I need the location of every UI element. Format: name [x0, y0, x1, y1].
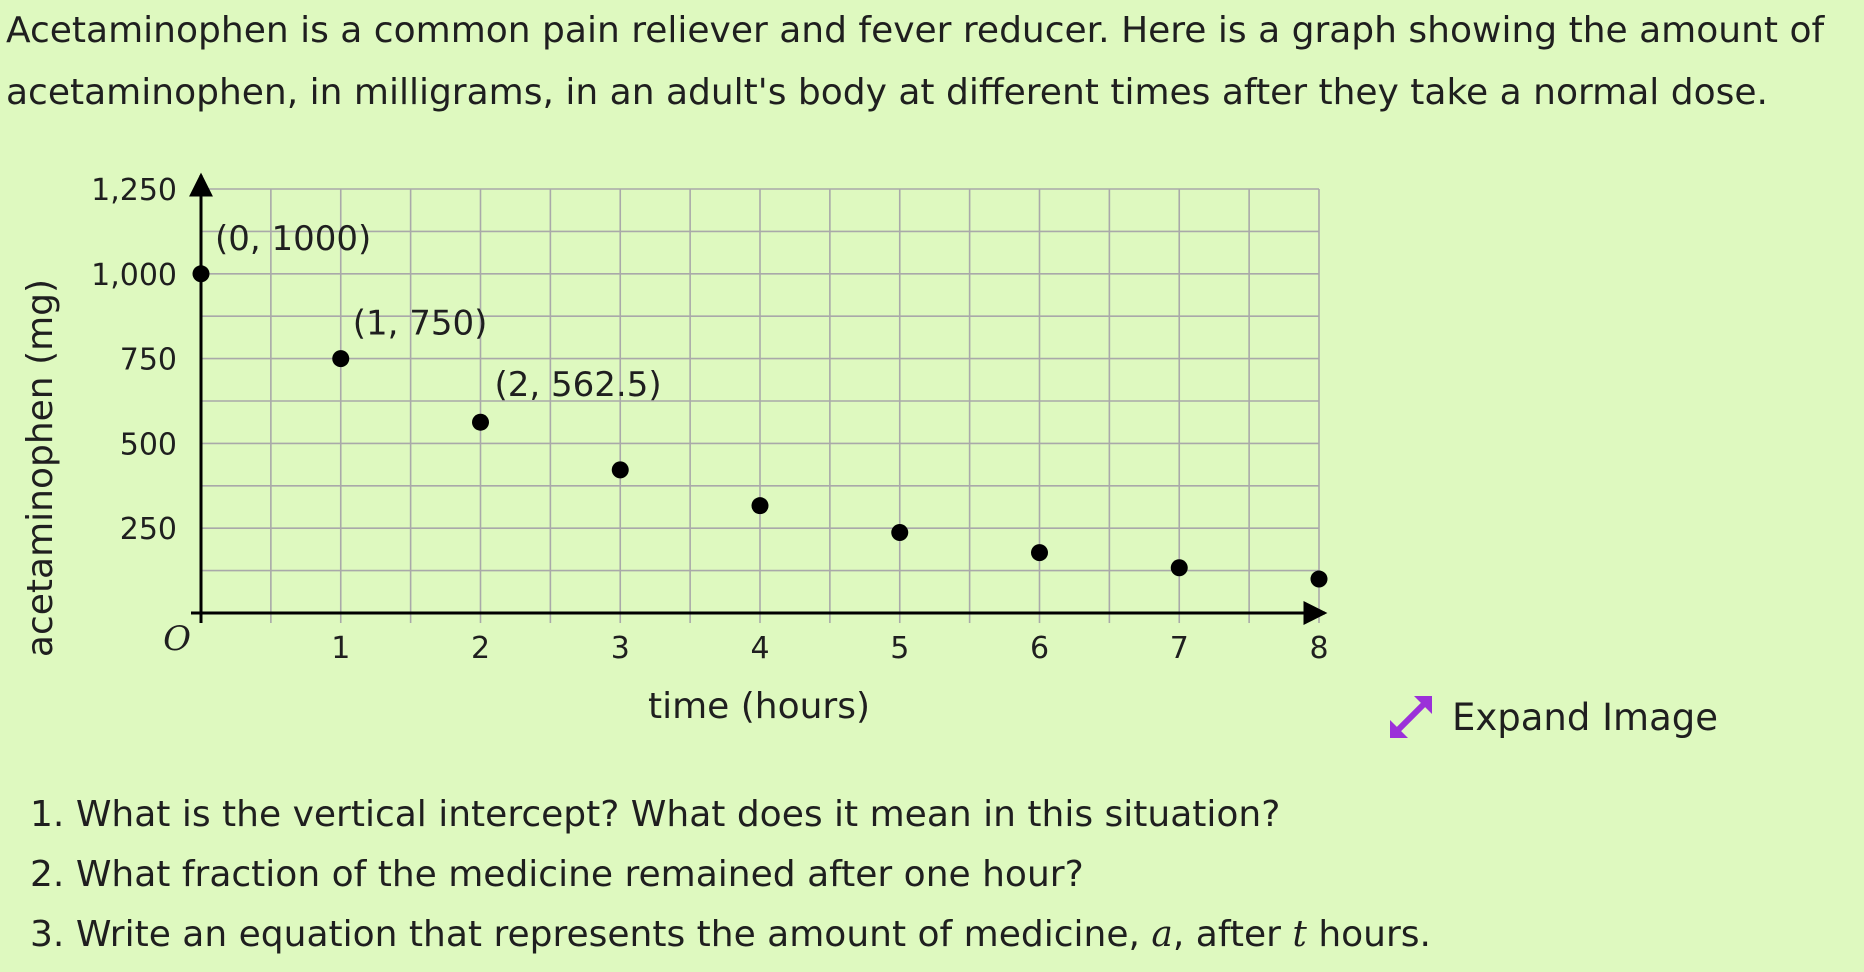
- origin-label: O: [163, 619, 191, 659]
- x-tick-label: 1: [331, 631, 350, 666]
- question-number: 1.: [30, 794, 65, 835]
- data-point: [332, 350, 350, 368]
- data-label: (0, 1000): [215, 219, 371, 259]
- question-text-end: hours.: [1318, 914, 1431, 955]
- axes: [189, 172, 1328, 625]
- data-points: (0, 1000) (1, 750)(2, 562.5): [192, 219, 1328, 588]
- intro-line-2: acetaminophen, in milligrams, in an adul…: [6, 72, 1768, 113]
- x-tick-label: 4: [750, 631, 769, 666]
- intro-line-1: Acetaminophen is a common pain reliever …: [6, 10, 1825, 51]
- expand-image-label: Expand Image: [1452, 695, 1719, 739]
- data-label: (1, 750): [353, 304, 488, 344]
- expand-arrows-icon: [1384, 690, 1438, 744]
- question-text: What is the vertical intercept? What doe…: [75, 794, 1281, 835]
- x-tick-label: 5: [890, 631, 909, 666]
- question-number: 2.: [30, 854, 65, 895]
- data-point: [192, 265, 210, 283]
- data-point: [1170, 559, 1188, 577]
- variable-a: a: [1151, 914, 1173, 955]
- x-axis-label: time (hours): [648, 686, 870, 727]
- y-tick-label: 1,000: [91, 258, 177, 293]
- data-point: [1310, 570, 1328, 588]
- question-2: 2. What fraction of the medicine remaine…: [30, 845, 1431, 905]
- y-axis-label: acetaminophen (mg): [20, 279, 61, 657]
- variable-t: t: [1292, 914, 1307, 955]
- x-tick-label: 3: [611, 631, 630, 666]
- question-3: 3. Write an equation that represents the…: [30, 905, 1431, 965]
- question-list: 1. What is the vertical intercept? What …: [30, 785, 1431, 965]
- data-label: (2, 562.5): [495, 365, 662, 405]
- y-tick-label: 500: [120, 427, 177, 462]
- expand-image-button[interactable]: Expand Image: [1384, 690, 1718, 744]
- question-1: 1. What is the vertical intercept? What …: [30, 785, 1431, 845]
- x-tick-label: 8: [1309, 631, 1328, 666]
- question-text: Write an equation that represents the am…: [75, 914, 1140, 955]
- intro-text: Acetaminophen is a common pain reliever …: [6, 0, 1856, 124]
- question-text: What fraction of the medicine remained a…: [75, 854, 1084, 895]
- y-tick-label: 750: [120, 343, 177, 378]
- y-tick-label: 250: [120, 512, 177, 547]
- data-point: [1031, 544, 1048, 562]
- x-tick-label: 7: [1170, 631, 1189, 666]
- data-point: [472, 413, 489, 431]
- data-point: [751, 497, 769, 515]
- y-tick-label: 1,250: [91, 173, 177, 208]
- question-number: 3.: [30, 914, 65, 955]
- x-tick-label: 2: [471, 631, 490, 666]
- question-text-middle: , after: [1172, 914, 1281, 955]
- acetaminophen-chart: 1 2 3 4 5 6 7 8 250 500 750 1,000 1,250 (0, 1000) (1,…: [20, 172, 1329, 727]
- grid: [201, 188, 1320, 623]
- x-tick-label: 6: [1030, 631, 1049, 666]
- tick-labels: 1 2 3 4 5 6 7 8 250 500 750 1,000 1,250: [91, 173, 1328, 666]
- data-point: [891, 524, 909, 542]
- data-point: [611, 461, 629, 479]
